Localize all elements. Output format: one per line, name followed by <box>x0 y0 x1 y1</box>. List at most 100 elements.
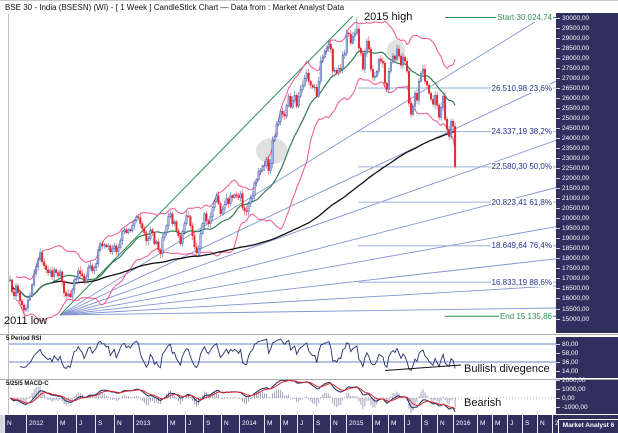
price-tick-label: 19000,00 <box>556 235 589 242</box>
fib-level-label[interactable]: 24.337,19 38,2% <box>490 127 553 137</box>
panel-separator <box>0 334 618 335</box>
macd-signal-line <box>9 379 456 410</box>
macd-panel-label: 5/25/5 MACD-C <box>6 381 49 387</box>
macd-tick-label: 2000,00 <box>556 377 586 384</box>
fib-level-label[interactable]: 18.649,64 76,4% <box>490 241 553 251</box>
rsi-divergence-trendline[interactable] <box>384 364 462 371</box>
price-tick-label: 27000,00 <box>556 75 589 82</box>
price-tick-label: 17000,00 <box>556 275 589 282</box>
price-tick-label: 24500,00 <box>556 125 589 132</box>
fan-line[interactable] <box>60 226 556 316</box>
price-tick-label: 29000,00 <box>556 35 589 42</box>
price-tick-label: 26500,00 <box>556 85 589 92</box>
fan-line[interactable] <box>59 80 556 316</box>
price-tick-label: 22500,00 <box>556 165 589 172</box>
time-axis-cell: M <box>264 415 280 433</box>
price-tick-label: 29500,00 <box>556 25 589 32</box>
macd-tick-label: 0,00 <box>556 395 575 402</box>
price-tick-label: 17500,00 <box>556 265 589 272</box>
main-price-panel[interactable] <box>8 9 556 322</box>
price-tick-label: 21000,00 <box>556 195 589 202</box>
time-axis-cell: M <box>492 415 507 433</box>
time-axis-cell: M <box>280 415 297 433</box>
fib-level-label[interactable]: 26.510,98 23,6% <box>490 83 553 93</box>
time-axis[interactable]: N 2012 M J S N 2013 M J S N 2014 M M J S N 2015 M M J S N 2016 M… <box>0 415 618 433</box>
time-axis-cell: J <box>76 415 95 433</box>
rsi-panel[interactable] <box>8 338 556 372</box>
time-axis-cell: 2016 <box>453 415 477 433</box>
time-axis-cell: 2014 <box>239 415 264 433</box>
time-axis-cell: S <box>95 415 114 433</box>
time-axis-cell: M <box>57 415 76 433</box>
trendline[interactable] <box>59 15 354 316</box>
fan-line[interactable] <box>60 258 556 316</box>
rsi-tick-label: 58,00 <box>556 350 578 357</box>
fib-level-label[interactable]: End 15.135,86 <box>498 311 553 321</box>
annotation-2011-low: 2011 low <box>4 315 48 327</box>
macd-axis[interactable]: 2000,00 1000,00 0,00 -1000,00 <box>556 377 618 414</box>
time-axis-cell: S <box>313 415 330 433</box>
fib-level-label[interactable]: 16.833,19 88,6% <box>490 277 553 287</box>
bollinger-lower <box>15 77 456 322</box>
price-tick-label: 23000,00 <box>556 155 589 162</box>
price-axis[interactable]: 30000,00 29500,00 29000,00 28500,00 28000,00… <box>556 13 618 333</box>
time-axis-cell: N <box>537 415 552 433</box>
price-tick-label: 24000,00 <box>556 135 589 142</box>
time-axis-cell: J <box>185 415 203 433</box>
price-tick-label: 26000,00 <box>556 95 589 102</box>
time-axis-cell: N <box>4 415 26 433</box>
price-tick-label: 23500,00 <box>556 145 589 152</box>
price-tick-label: 16500,00 <box>556 285 589 292</box>
fan-line[interactable] <box>59 9 556 316</box>
annotation-bearish: Bearish <box>464 397 502 409</box>
time-axis-cell: S <box>522 415 537 433</box>
time-axis-cell: J <box>404 415 421 433</box>
rsi-line <box>19 338 456 372</box>
plot-left-border <box>8 14 9 414</box>
time-axis-cell: M <box>167 415 185 433</box>
annotation-2015-high: 2015 high <box>364 11 413 23</box>
time-axis-corner <box>0 415 4 433</box>
bollinger-upper <box>15 20 456 281</box>
sma-fast <box>15 50 456 298</box>
price-tick-label: 15500,00 <box>556 306 589 313</box>
time-axis-cell: J <box>297 415 313 433</box>
rsi-tick-label: 14,00 <box>556 368 578 375</box>
fan-line[interactable] <box>59 139 556 316</box>
fib-level-label[interactable]: Start 30.024,74 <box>496 13 553 22</box>
time-axis-cell: J <box>507 415 522 433</box>
fan-line[interactable] <box>60 307 556 316</box>
macd-panel[interactable] <box>8 379 556 414</box>
price-tick-label: 20500,00 <box>556 205 589 212</box>
price-tick-label: 28000,00 <box>556 55 589 62</box>
annotation-bullish-divergence: Bullish divegence <box>464 363 550 375</box>
macd-line <box>9 379 456 413</box>
macd-tick-label: 1000,00 <box>556 386 586 393</box>
time-axis-cell: 2012 <box>26 415 57 433</box>
time-axis-cell: 2015 <box>346 415 372 433</box>
sma-slow <box>11 130 456 298</box>
chart-title: BSE 30 - India (BSESN) (WI) - [ 1 Week ]… <box>5 3 345 12</box>
fib-level-label[interactable]: 20.823,41 61,8% <box>490 197 553 207</box>
time-axis-cell: N <box>330 415 346 433</box>
fan-line[interactable] <box>60 187 556 316</box>
fib-level-label[interactable]: 22.580,30 50,0% <box>490 162 553 172</box>
fan-line[interactable] <box>60 285 556 316</box>
panel-separator <box>0 379 618 380</box>
time-axis-cell: N <box>114 415 133 433</box>
price-tick-label: 18500,00 <box>556 245 589 252</box>
macd-tick-label: -1000,00 <box>556 404 588 411</box>
rsi-panel-label: 5 Period RSI <box>6 336 42 342</box>
time-axis-cell: M <box>388 415 404 433</box>
time-axis-cell: N <box>221 415 239 433</box>
price-tick-label: 20000,00 <box>556 215 589 222</box>
price-tick-label: 18000,00 <box>556 255 589 262</box>
rsi-axis[interactable]: 80,00 58,00 36,00 14,00 <box>556 337 618 378</box>
time-axis-cell: N <box>437 415 453 433</box>
price-tick-label: 19500,00 <box>556 225 589 232</box>
price-tick-label: 28500,00 <box>556 45 589 52</box>
time-axis-cell: S <box>421 415 437 433</box>
time-axis-cell: M <box>372 415 388 433</box>
